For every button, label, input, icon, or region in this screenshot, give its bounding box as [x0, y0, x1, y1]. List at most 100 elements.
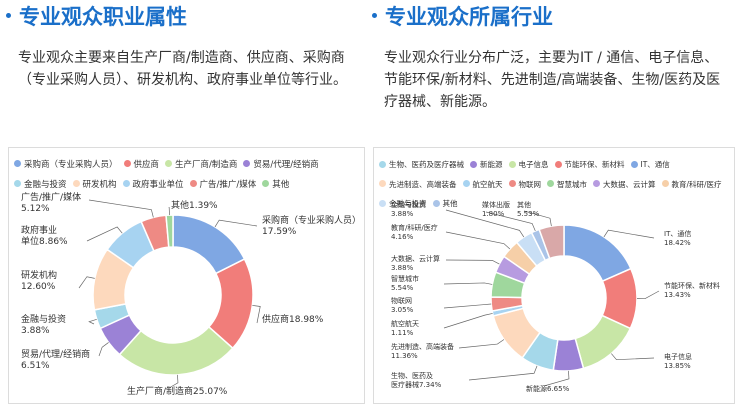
legend-label: 金融与投资	[24, 180, 67, 190]
leader-line	[252, 305, 261, 324]
legend-swatch-icon	[554, 160, 562, 168]
slice-label: 节能环保、新材料	[664, 281, 720, 290]
slice-label: 1.11%	[391, 329, 414, 337]
legend-item[interactable]: 金融与投资	[379, 198, 427, 211]
industry-legend: 生物、医药及医疗器械 新能源 电子信息 节能环保、新材料 IT、通信先进制造、高端装备 航…	[379, 152, 730, 211]
legend-swatch-icon	[262, 180, 270, 187]
legend-item[interactable]: 研发机构	[72, 178, 117, 192]
legend-label: 金融与投资	[389, 199, 427, 208]
legend-swatch-icon	[72, 180, 80, 187]
bullet-dot-icon	[6, 12, 11, 18]
legend-label: 其他	[442, 199, 458, 208]
legend-item[interactable]: 大数据、云计算	[593, 179, 656, 192]
slice-label: 12.60%	[21, 282, 56, 292]
legend-label: 生产厂商/制造商	[175, 160, 238, 170]
leader-line	[78, 276, 95, 289]
slice-label: 贸易/代理/经销商	[21, 348, 90, 360]
leader-line	[86, 226, 123, 242]
legend-label: 政府事业单位	[132, 180, 184, 190]
heading-text: 专业观众职业属性	[19, 5, 187, 29]
slice-label: IT、通信	[664, 229, 691, 238]
slice-label: 物联网	[391, 296, 412, 305]
occupation-legend: 采购商（专业采购人员） 供应商 生产厂商/制造商 贸易/代理/经销商金融与投资 研发机构…	[14, 152, 360, 192]
occupation-description: 专业观众主要来自生产厂商/制造商、供应商、采购商（专业采购人员）、研发机构、政府…	[18, 50, 347, 88]
slice-label: 单位8.86%	[21, 235, 68, 247]
legend-item[interactable]: 金融与投资	[14, 178, 67, 192]
leader-line	[603, 229, 655, 239]
leader-line	[443, 303, 492, 309]
leader-line	[468, 365, 538, 381]
slice-label: 大数据、云计算	[391, 254, 440, 263]
occupation-chart-panel: 采购商（专业采购人员） 17.59% 供应商18.98% 生产厂商/制造商25.07%…	[8, 147, 365, 404]
leader-line	[168, 207, 170, 216]
legend-item[interactable]: 航空航天	[462, 179, 503, 192]
pie-slice[interactable]	[538, 224, 565, 260]
slice-label: 3.88%	[391, 210, 414, 218]
occupation-donut-chart: 采购商（专业采购人员）17.59% 供应商18.98% 生产厂商/制造商25.07%…	[21, 191, 361, 397]
leader-line	[443, 313, 493, 329]
leader-line	[98, 342, 109, 357]
legend-label: 智慧城市	[557, 179, 587, 189]
legend-item[interactable]: 智慧城市	[547, 179, 587, 192]
legend-swatch-icon	[165, 160, 173, 167]
legend-swatch-icon	[379, 180, 386, 187]
legend-item[interactable]: 教育/科研/医疗	[661, 179, 722, 192]
industry-description: 专业观众行业分布广泛，主要为IT / 通信、电子信息、节能环保/新材料、先进制造…	[384, 50, 721, 110]
legend-label: 生物、医药及医疗器械	[389, 160, 464, 169]
legend-item[interactable]: 生产厂商/制造商	[165, 158, 237, 172]
legend-label: 航空航天	[472, 179, 503, 189]
legend-item[interactable]: 电子信息	[508, 159, 549, 172]
legend-swatch-icon	[593, 180, 600, 187]
legend-label: 大数据、云计算	[603, 179, 656, 189]
legend-label: 采购商（专业采购人员）	[24, 160, 118, 170]
legend-item[interactable]: 其他	[262, 178, 289, 192]
legend-item[interactable]: 贸易/代理/经销商	[243, 158, 319, 172]
legend-item[interactable]: IT、通信	[630, 159, 670, 172]
legend-item[interactable]: 物联网	[508, 179, 542, 192]
legend-swatch-icon	[243, 160, 251, 167]
slice-label: 金融与投资	[391, 200, 426, 209]
slice-label: 3.05%	[391, 306, 414, 314]
leader-line	[88, 199, 154, 218]
legend-label: IT、通信	[640, 160, 670, 169]
legend-item[interactable]: 生物、医药及医疗器械	[379, 159, 464, 172]
slice-label: 生产厂商/制造商25.07%	[127, 385, 228, 397]
slice-label: 4.16%	[391, 233, 414, 241]
legend-swatch-icon	[189, 180, 197, 187]
slice-label: 教育/科研/医疗	[391, 223, 438, 232]
legend-label: 广告/推广/媒体	[199, 180, 257, 190]
slice-label: 3.88%	[21, 326, 50, 336]
legend-swatch-icon	[14, 180, 21, 187]
legend-item[interactable]: 其他	[432, 198, 458, 211]
slice-label: 17.59%	[262, 227, 297, 237]
legend-item[interactable]: 采购商（专业采购人员）	[14, 158, 118, 172]
legend-swatch-icon	[661, 180, 669, 187]
slice-label: 政府事业	[21, 224, 57, 236]
legend-label: 物联网	[518, 179, 542, 189]
legend-item[interactable]: 先进制造、高端装备	[379, 179, 457, 192]
legend-swatch-icon	[547, 180, 554, 187]
slice-label: 18.42%	[664, 239, 691, 247]
slice-label: 先进制造、高端装备	[391, 342, 454, 351]
legend-swatch-icon	[432, 199, 440, 207]
pie-slice[interactable]	[165, 214, 174, 248]
legend-item[interactable]: 节能环保、新材料	[554, 159, 625, 172]
industry-chart-panel: IT、通信 18.42% 节能环保、新材料 13.43% 电子信息 13.85% 新能源6.…	[373, 147, 735, 404]
legend-item[interactable]: 政府事业单位	[122, 178, 184, 192]
slice-label: 其他	[517, 200, 531, 209]
leader-line	[543, 370, 570, 387]
legend-item[interactable]: 广告/推广/媒体	[189, 178, 257, 192]
leader-line	[611, 353, 655, 361]
leader-line	[168, 374, 179, 389]
legend-item[interactable]: 供应商	[123, 158, 159, 172]
leader-line	[523, 210, 552, 227]
legend-label: 其他	[272, 180, 290, 190]
slice-label: 其他1.39%	[171, 199, 218, 211]
legend-label: 研发机构	[82, 180, 117, 190]
slice-label: 5.12%	[21, 204, 50, 214]
legend-swatch-icon	[379, 199, 386, 207]
legend-item[interactable]: 新能源	[470, 159, 503, 172]
legend-swatch-icon	[630, 160, 638, 168]
legend-label: 教育/科研/医疗	[671, 179, 722, 189]
